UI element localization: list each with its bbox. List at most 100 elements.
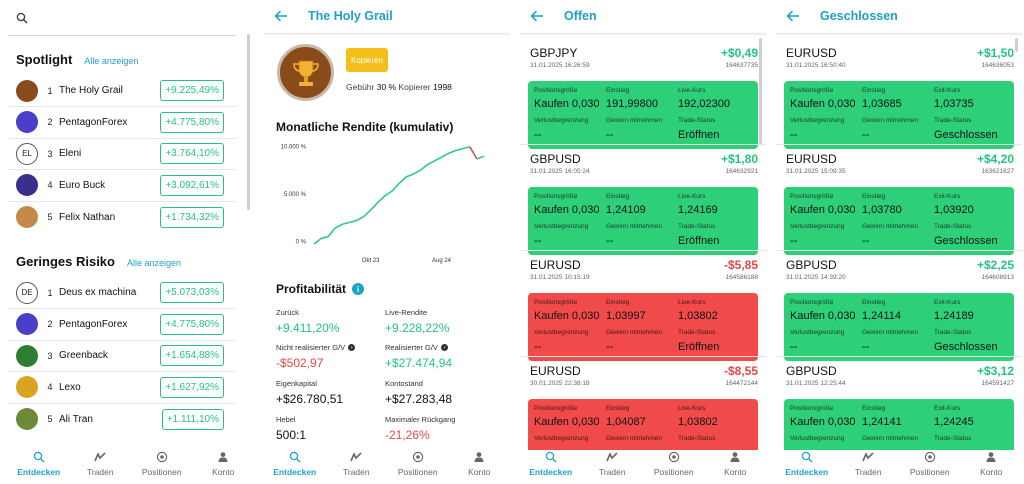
rank-number: 4 — [47, 180, 53, 191]
trade-row[interactable]: GBPUSD +$2,25 31.01.2025 14:39:20 164608913 — [776, 258, 1022, 281]
trade-meta: 31.01.2025 15:09:35 163621627 — [776, 166, 1022, 175]
back-arrow-icon[interactable] — [274, 10, 292, 22]
trader-name: PentagonForex — [59, 318, 128, 330]
scrollbar[interactable] — [1015, 38, 1018, 52]
back-arrow-icon[interactable] — [786, 10, 804, 22]
list-item[interactable]: 2 PentagonForex +4.775,80% — [8, 107, 236, 139]
trade-card[interactable]: Positionsgröße Kaufen 0,030 Verlustbegrenz… — [528, 293, 758, 361]
trade-row[interactable]: GBPUSD +$3,12 31.01.2025 12:25:44 164591427 — [776, 364, 1022, 387]
nav-account[interactable]: Konto — [961, 450, 1023, 484]
profitability-header: Profitabilität i — [276, 282, 365, 296]
avatar — [16, 408, 38, 431]
trade-card[interactable]: Positionsgröße Kaufen 0,030 Verlustbegrenz… — [528, 81, 758, 149]
field-label: Gewinn mitnehmen — [606, 329, 662, 336]
scrollbar[interactable] — [247, 34, 250, 210]
trade-id: 164472144 — [725, 380, 758, 387]
stat-value: 500:1 — [276, 428, 307, 442]
account-icon — [985, 450, 997, 464]
field-value: Kaufen 0,030 — [534, 98, 600, 110]
info-icon[interactable]: i — [352, 283, 365, 295]
trader-name: Ali Tran — [59, 413, 93, 425]
field-value: -- — [606, 129, 614, 141]
search-bar[interactable] — [8, 0, 236, 36]
trade-card[interactable]: Positionsgröße Kaufen 0,030 Verlustbegrenz… — [784, 293, 1014, 361]
stat-value: +$26.780,51 — [276, 392, 344, 406]
nav-discover[interactable]: Entdecken — [264, 450, 326, 484]
trade-meta: 31.01.2025 16:50:40 164636053 — [776, 60, 1022, 69]
trade-symbol: EURUSD — [786, 152, 837, 166]
field-label: Exit-Kurs — [934, 87, 961, 94]
trade-card[interactable]: Positionsgröße Kaufen 0,030 Verlustbegrenz… — [784, 187, 1014, 255]
list-item[interactable]: 5 Ali Tran +1.111,10% — [8, 403, 236, 435]
trade-row[interactable]: EURUSD -$5,85 31.01.2025 10:15:19 164586188 — [520, 258, 766, 281]
nav-trade[interactable]: Traden — [70, 450, 132, 484]
nav-positions[interactable]: Positionen — [387, 450, 449, 484]
arrow-right-icon[interactable]: › — [348, 344, 356, 351]
scrollbar[interactable] — [759, 38, 762, 144]
nav-discover[interactable]: Entdecken — [776, 450, 838, 484]
stat-label: Nicht realisierter G/V — [276, 343, 346, 352]
trade-icon — [862, 450, 874, 464]
field-label: Live-Kurs — [678, 193, 706, 200]
list-item[interactable]: 4 Lexo +1.627,92% — [8, 372, 236, 404]
trade-row[interactable]: EURUSD +$1,50 31.01.2025 16:50:40 164636053 — [776, 46, 1022, 69]
field-value: -- — [606, 341, 614, 353]
field-value: Eröffnen — [678, 129, 720, 141]
nav-trade[interactable]: Traden — [582, 450, 644, 484]
trade-row[interactable]: GBPUSD +$1,80 31.01.2025 16:05:24 164632921 — [520, 152, 766, 175]
trade-row[interactable]: EURUSD +$4,20 31.01.2025 15:09:35 163621627 — [776, 152, 1022, 175]
nav-label: Traden — [342, 467, 370, 477]
discover-icon — [545, 450, 557, 464]
trade-icon — [94, 450, 106, 464]
nav-positions[interactable]: Positionen — [131, 450, 193, 484]
copy-button[interactable]: Kopieren — [346, 48, 388, 72]
list-item[interactable]: DE 1 Deus ex machina +5.073,03% — [8, 277, 236, 309]
field-value: -- — [534, 129, 542, 141]
search-icon[interactable] — [16, 12, 28, 24]
nav-account[interactable]: Konto — [193, 450, 255, 484]
divider — [776, 250, 1022, 251]
list-item[interactable]: 2 PentagonForex +4.775,80% — [8, 309, 236, 341]
list-item[interactable]: 1 The Holy Grail +9.225,49% — [8, 75, 236, 107]
stat-unrealized: Nicht realisierter G/V › -$502,97 — [276, 343, 356, 370]
field-label: Exit-Kurs — [934, 405, 961, 412]
stat-realized: Realisierter G/V › +$27.474,94 — [385, 343, 452, 370]
bottom-nav: Entdecken Traden Positionen Konto — [8, 450, 254, 484]
trade-row[interactable]: EURUSD -$8,55 30.01.2025 22:38:18 164472144 — [520, 364, 766, 387]
copiers-value: 1998 — [433, 82, 452, 92]
nav-positions[interactable]: Positionen — [899, 450, 961, 484]
trade-row[interactable]: GBPJPY +$0,49 31.01.2025 16:26:59 164637735 — [520, 46, 766, 69]
show-all-link[interactable]: Alle anzeigen — [84, 56, 139, 66]
chart-svg: 0 % 5.000 % 10.000 % Okt 23 Aug 24 — [281, 145, 485, 264]
field-value: 1,03920 — [934, 204, 974, 216]
arrow-right-icon[interactable]: › — [440, 344, 448, 351]
stat-value: +9.411,20% — [276, 321, 340, 335]
list-item[interactable]: 4 Euro Buck +3.092,61% — [8, 170, 236, 202]
avatar — [16, 174, 38, 197]
field-label: Exit-Kurs — [934, 299, 961, 306]
field-value: 1,24169 — [678, 204, 718, 216]
show-all-link[interactable]: Alle anzeigen — [126, 258, 182, 268]
positions-icon — [924, 450, 936, 464]
nav-discover[interactable]: Entdecken — [520, 450, 582, 484]
nav-trade[interactable]: Traden — [326, 450, 388, 484]
return-badge: +4.775,80% — [160, 313, 224, 335]
list-item[interactable]: EL 3 Eleni +3.764,10% — [8, 138, 236, 171]
field-label: Verlustbegrenzung — [790, 117, 845, 124]
trade-card[interactable]: Positionsgröße Kaufen 0,030 Verlustbegrenz… — [784, 81, 1014, 149]
field-value: -- — [862, 341, 870, 353]
field-value: 1,03685 — [862, 98, 902, 110]
list-item[interactable]: 3 Greenback +1.654,88% — [8, 340, 236, 373]
field-label: Trade-Status — [678, 117, 716, 124]
field-label: Trade-Status — [934, 329, 972, 336]
field-label: Einstieg — [862, 405, 886, 412]
nav-account[interactable]: Konto — [705, 450, 767, 484]
back-arrow-icon[interactable] — [530, 10, 548, 22]
nav-positions[interactable]: Positionen — [643, 450, 705, 484]
nav-discover[interactable]: Entdecken — [8, 450, 70, 484]
list-item[interactable]: 5 Felix Nathan +1.734,32% — [8, 201, 236, 233]
trade-header: EURUSD -$5,85 — [520, 258, 766, 272]
trade-card[interactable]: Positionsgröße Kaufen 0,030 Verlustbegrenz… — [528, 187, 758, 255]
nav-trade[interactable]: Traden — [838, 450, 900, 484]
nav-account[interactable]: Konto — [449, 450, 511, 484]
